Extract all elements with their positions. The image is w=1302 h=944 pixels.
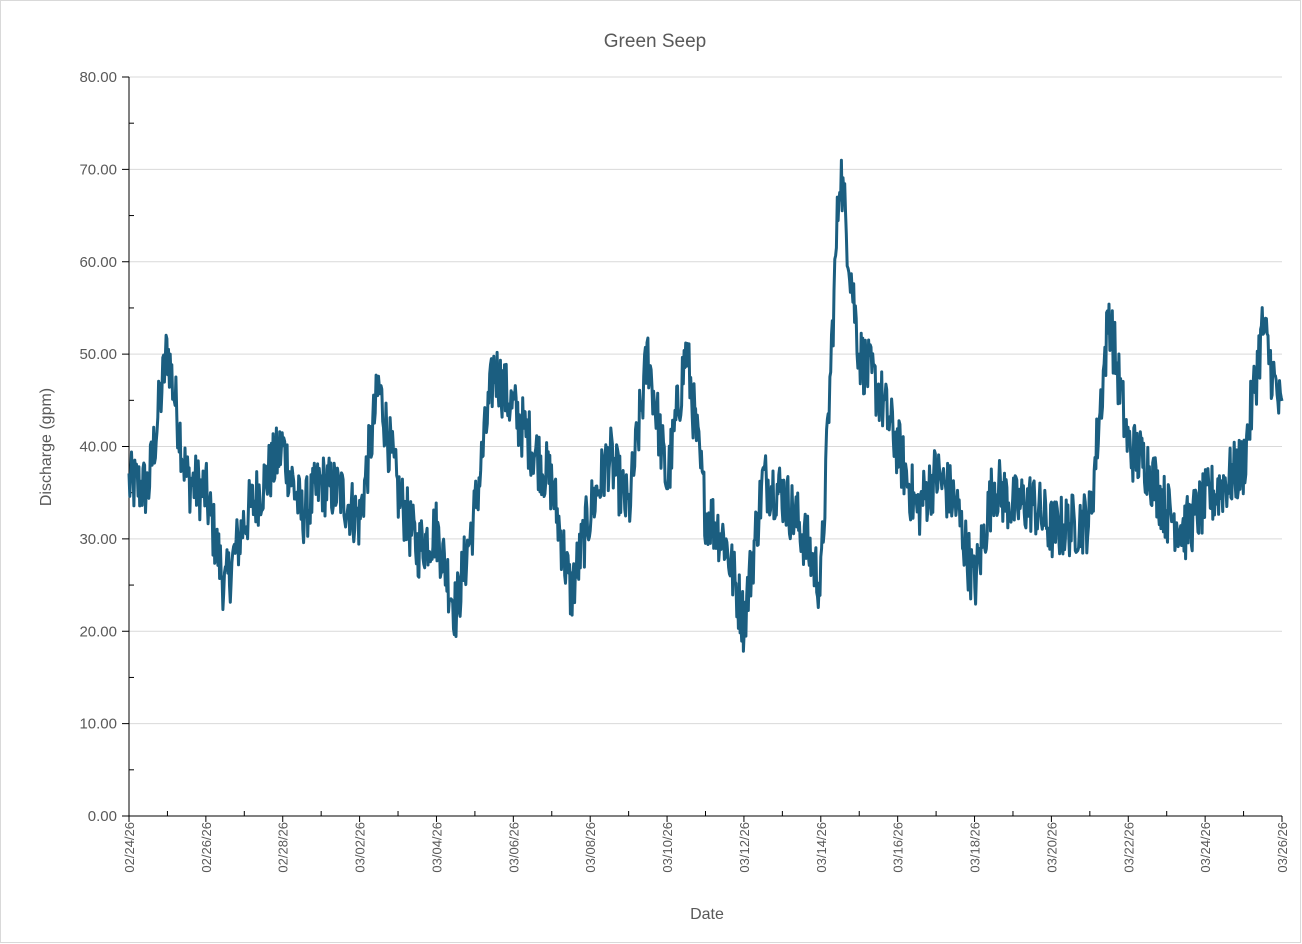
- x-axis: 02/24/26 02/26/26 02/28/26 03/02/26 03/04/26…: [122, 811, 1290, 873]
- x-tick-label: 03/06/26: [506, 822, 521, 873]
- x-tick-label: 03/20/26: [1044, 822, 1059, 873]
- x-tick-label: 03/12/26: [737, 822, 752, 873]
- x-axis-title: Date: [690, 906, 724, 923]
- x-tick-label: 03/26/26: [1275, 822, 1290, 873]
- x-tick-label: 02/24/26: [122, 822, 137, 873]
- y-tick-label: 10.00: [79, 716, 117, 733]
- y-tick-label: 30.00: [79, 531, 117, 548]
- series-line-discharge: [127, 158, 1284, 653]
- y-axis: 0.00 10.00 20.00 30.00 40.00 50.00 60.00 70.00 8…: [79, 69, 134, 825]
- series-group: [127, 158, 1284, 653]
- x-tick-label: 03/18/26: [968, 822, 983, 873]
- y-tick-label: 70.00: [79, 161, 117, 178]
- y-tick-label: 40.00: [79, 439, 117, 456]
- x-tick-label: 03/14/26: [814, 822, 829, 873]
- y-tick-label: 20.00: [79, 623, 117, 640]
- y-tick-label: 50.00: [79, 346, 117, 363]
- x-tick-label: 03/02/26: [353, 822, 368, 873]
- x-tick-label: 03/22/26: [1121, 822, 1136, 873]
- x-tick-label: 03/08/26: [583, 822, 598, 873]
- chart-title: Green Seep: [604, 31, 706, 52]
- y-tick-label: 80.00: [79, 69, 117, 86]
- gridlines: [129, 76, 1282, 725]
- x-tick-label: 03/04/26: [429, 822, 444, 873]
- y-tick-label: 0.00: [88, 808, 117, 825]
- x-tick-label: 03/16/26: [891, 822, 906, 873]
- x-tick-label: 03/24/26: [1198, 822, 1213, 873]
- y-axis-title: Discharge (gpm): [38, 388, 55, 506]
- x-tick-label: 02/26/26: [199, 822, 214, 873]
- x-tick-label: 03/10/26: [660, 822, 675, 873]
- x-tick-label: 02/28/26: [276, 822, 291, 873]
- y-tick-label: 60.00: [79, 254, 117, 271]
